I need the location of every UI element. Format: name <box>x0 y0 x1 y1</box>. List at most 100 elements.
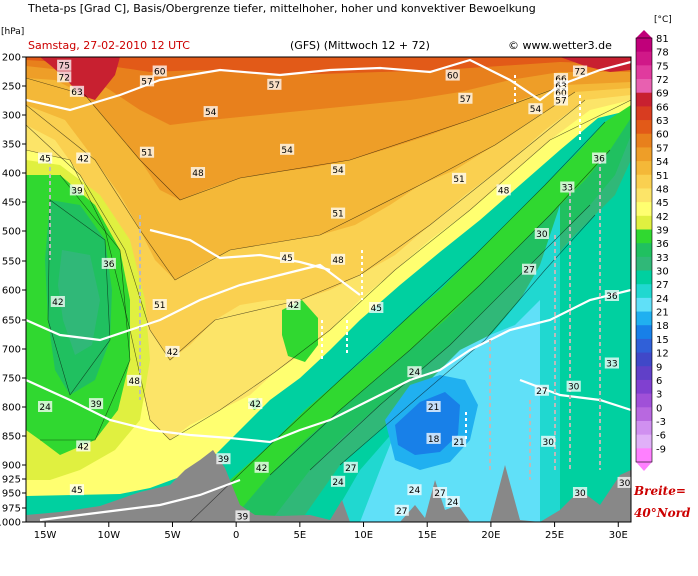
contour-label-box <box>426 432 441 444</box>
y-axis: 200 250 300 350 400 450 500 550 600 650 700 750 800 8… <box>0 53 26 529</box>
colorbar-swatch <box>636 174 652 189</box>
colorbar-label: 54 <box>656 157 669 168</box>
colorbar-swatch <box>636 243 652 258</box>
contour-label-box <box>553 73 569 85</box>
contour-label: 24 <box>447 498 459 508</box>
cloud-dashed-lines <box>49 160 601 480</box>
contour-label: 48 <box>498 186 510 196</box>
contour-label: 60 <box>447 72 459 82</box>
x-tick-label: 15E <box>418 530 437 541</box>
contour-label: 27 <box>536 387 547 397</box>
x-tick-label: 5E <box>293 530 306 541</box>
colorbar-swatch <box>636 79 652 94</box>
colorbar-swatch <box>636 325 652 340</box>
contour-label: 42 <box>78 155 89 165</box>
contour-label: 24 <box>409 486 421 496</box>
contour-label-box <box>496 184 511 196</box>
contour-label-box <box>572 487 588 498</box>
contour-label: 72 <box>574 68 585 78</box>
contour-label: 24 <box>409 368 421 378</box>
colorbar-top-cap <box>636 30 652 38</box>
contour-label: 54 <box>332 166 344 176</box>
field-green-blob <box>282 300 318 362</box>
y-tick-label: 925 <box>2 475 21 486</box>
contour-label: 72 <box>58 73 69 83</box>
y-tick-label: 750 <box>2 374 21 385</box>
contour-label: 36 <box>103 260 115 270</box>
contour-label-box <box>69 184 85 196</box>
contour-label-box <box>286 299 301 310</box>
colorbar-label: 66 <box>656 102 669 113</box>
contour-label-box <box>432 487 448 498</box>
colorbar-label: 63 <box>656 116 669 127</box>
contour-label: 36 <box>593 155 605 165</box>
colorbar-swatch <box>636 120 652 135</box>
contour-label-box <box>330 253 346 265</box>
colorbar-label: 9 <box>656 362 662 373</box>
contour-label: 39 <box>218 455 230 465</box>
y-tick-label: 1000 <box>0 518 21 529</box>
x-tick-label: 30E <box>609 530 628 541</box>
contour-label-box <box>69 85 85 97</box>
contour-label-box <box>445 69 460 81</box>
colorbar-label: -9 <box>656 444 666 455</box>
colorbar-label: 42 <box>656 212 669 223</box>
colorbar-label: 48 <box>656 184 669 195</box>
contour-label-box <box>369 302 384 313</box>
x-tick-label: 5W <box>164 530 180 541</box>
colorbar-label: -6 <box>656 431 666 442</box>
contour-label: 30 <box>568 383 580 393</box>
colorbar-label: 0 <box>656 403 662 414</box>
chart-subtitle-model: (GFS) (Mittwoch 12 + 72) <box>290 39 430 52</box>
colorbar-swatch <box>636 448 652 463</box>
contour-label: 27 <box>396 507 407 517</box>
contour-label-box <box>604 357 619 369</box>
colorbar-swatch <box>636 393 652 408</box>
contour-label: 45 <box>371 304 382 314</box>
contour-label-box <box>165 345 180 357</box>
y-tick-label: 300 <box>2 111 21 122</box>
contour-label: 48 <box>192 169 204 179</box>
contour-label-box <box>139 146 155 158</box>
colorbar-swatch <box>636 147 652 162</box>
y-tick-label: 700 <box>2 345 21 356</box>
colorbar-label: 33 <box>656 253 669 264</box>
colorbar-label: 27 <box>656 280 669 291</box>
contour-label: 18 <box>428 435 440 445</box>
colorbar-label: 36 <box>656 239 669 250</box>
contour-label: 63 <box>71 88 82 98</box>
colorbar-swatch <box>636 229 652 244</box>
colorbar-label: 30 <box>656 267 669 278</box>
colorbar-swatch <box>636 297 652 313</box>
contour-label: 27 <box>523 266 534 276</box>
contour-label: 42 <box>256 464 267 474</box>
contour-label-box <box>394 504 409 516</box>
colorbar-label: 69 <box>656 89 669 100</box>
contour-label-box <box>38 401 53 412</box>
contour-label: 51 <box>141 149 152 159</box>
contour-label: 54 <box>530 105 542 115</box>
y-tick-label: 975 <box>2 504 21 515</box>
contour-label: 75 <box>58 62 69 72</box>
contour-label-box <box>534 228 549 239</box>
colorbar-label: 21 <box>656 308 669 319</box>
contour-label-box <box>38 152 53 164</box>
terrain <box>26 450 631 522</box>
contour-label-box <box>566 380 581 392</box>
contour-label: 45 <box>71 486 82 496</box>
latitude-note-line2: 40°Nord <box>634 506 691 520</box>
colorbar-label: 78 <box>656 48 669 59</box>
colorbar-bottom-cap <box>636 462 652 471</box>
contour-label: 51 <box>154 301 165 311</box>
y-tick-label: 200 <box>2 53 21 64</box>
contour-label: 21 <box>428 403 439 413</box>
contour-label-box <box>267 78 282 90</box>
contour-label-box <box>330 475 346 487</box>
contour-label: 33 <box>606 360 617 370</box>
field-band-top-right <box>560 57 631 72</box>
colorbar-swatch <box>636 420 652 436</box>
colorbar-label: 39 <box>656 225 669 236</box>
colorbar-label: 12 <box>656 349 669 360</box>
